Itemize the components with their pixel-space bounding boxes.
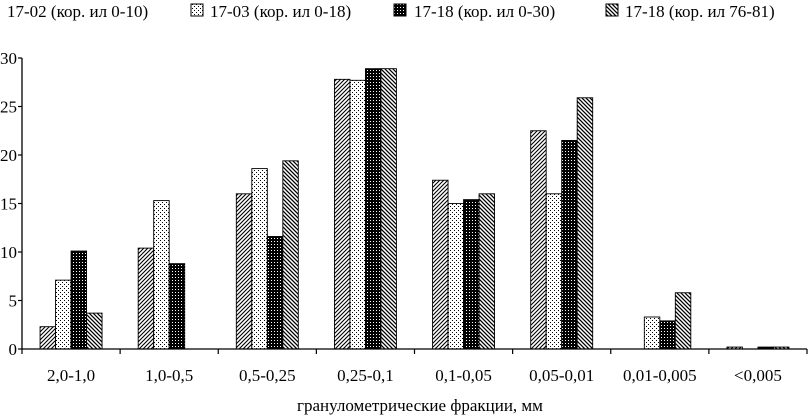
y-tick-label: 10 <box>0 243 17 262</box>
x-axis: 2,0-1,0 1,0-0,5 0,5-0,25 0,25-0,1 0,1-0,05 0,… <box>21 348 808 385</box>
bar-series-3 <box>561 139 578 350</box>
legend: 17-02 (кор. ил 0-10) 17-03 (кор. ил 0-18)… <box>7 2 775 21</box>
bar-series-1 <box>235 193 253 350</box>
bar-series-3 <box>659 320 676 350</box>
x-category-label: 0,25-0,1 <box>337 366 394 385</box>
x-category-label: 0,5-0,25 <box>239 366 296 385</box>
y-tick-label: 30 <box>0 49 17 68</box>
legend-label-series-3: 17-18 (кор. ил 0-30) <box>414 2 555 21</box>
bar-series-3 <box>463 199 480 350</box>
x-category-label: <0,005 <box>734 366 782 385</box>
bar-series-4 <box>282 160 299 350</box>
bar-series-1 <box>333 78 351 350</box>
bar-series-2 <box>55 279 72 350</box>
legend-swatch-series-2 <box>190 3 204 17</box>
bar-series-1 <box>137 247 155 350</box>
x-category-label: 2,0-1,0 <box>47 366 95 385</box>
bar-series-3 <box>266 236 284 350</box>
bar-series-2 <box>349 79 366 350</box>
bar-series-3 <box>168 263 186 350</box>
bar-series-3 <box>364 68 382 350</box>
legend-label-series-1: 17-02 (кор. ил 0-10) <box>7 2 148 21</box>
legend-swatch-series-4 <box>605 3 619 17</box>
bar-series-4 <box>380 68 397 350</box>
bar-series-1 <box>530 130 547 350</box>
bar-series-1 <box>39 326 57 350</box>
legend-swatch-series-3 <box>393 3 407 17</box>
bar-series-4 <box>86 312 103 350</box>
y-tick-label: 5 <box>9 292 18 311</box>
bar-series-4 <box>674 292 692 350</box>
x-category-label: 1,0-0,5 <box>145 366 193 385</box>
bar-series-3 <box>70 250 88 350</box>
bar-series-2 <box>447 203 465 350</box>
legend-label-series-2: 17-03 (кор. ил 0-18) <box>210 2 351 21</box>
bar-series-4 <box>478 193 496 350</box>
bar-series-2 <box>545 193 563 350</box>
x-category-label: 0,01-0,005 <box>623 366 697 385</box>
x-axis-title: гранулометрические фракции, мм <box>297 396 543 415</box>
legend-label-series-4: 17-18 (кор. ил 76-81) <box>625 2 775 21</box>
x-category-label: 0,1-0,05 <box>435 366 492 385</box>
y-tick-label: 0 <box>9 340 18 359</box>
bars <box>39 68 790 350</box>
bar-series-2 <box>153 200 170 350</box>
bar-series-1 <box>432 179 449 350</box>
y-axis: 0 5 10 15 20 25 30 <box>0 49 23 359</box>
y-tick-label: 15 <box>0 195 17 214</box>
y-tick-label: 25 <box>0 98 17 117</box>
bar-series-2 <box>643 316 661 350</box>
bar-series-4 <box>576 97 594 350</box>
y-tick-label: 20 <box>0 146 17 165</box>
x-category-label: 0,05-0,01 <box>529 366 594 385</box>
bar-series-2 <box>251 168 268 350</box>
